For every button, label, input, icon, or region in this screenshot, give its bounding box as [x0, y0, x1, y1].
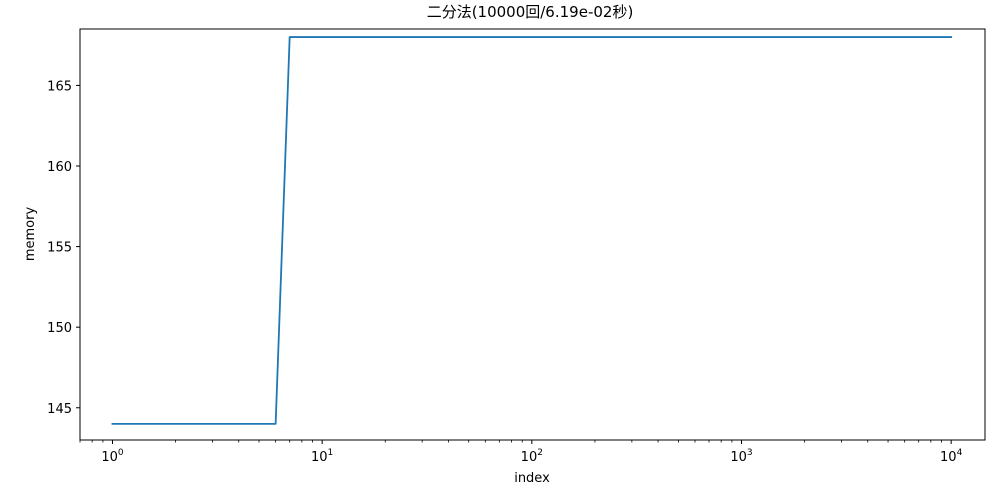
plot-area: 145 150 155 160 165 100 101 102 103 104	[47, 36, 963, 465]
chart-title: 二分法(10000回/6.19e-02秒)	[427, 3, 634, 21]
y-tick-label: 145	[47, 402, 72, 417]
y-tick-label: 155	[47, 241, 72, 256]
x-tick-label: 103	[730, 448, 752, 465]
x-tick-label: 101	[311, 448, 333, 465]
y-axis-label: memory	[23, 207, 38, 262]
x-tick-label: 104	[940, 448, 963, 465]
x-tick-label: 102	[521, 448, 543, 465]
x-axis-label: index	[514, 471, 550, 486]
x-tick-label: 100	[101, 448, 124, 465]
y-tick-label: 150	[47, 321, 72, 336]
y-tick-label: 160	[47, 160, 72, 175]
y-tick-label: 165	[47, 79, 72, 94]
plot-frame	[79, 28, 986, 441]
series-line	[111, 36, 953, 425]
